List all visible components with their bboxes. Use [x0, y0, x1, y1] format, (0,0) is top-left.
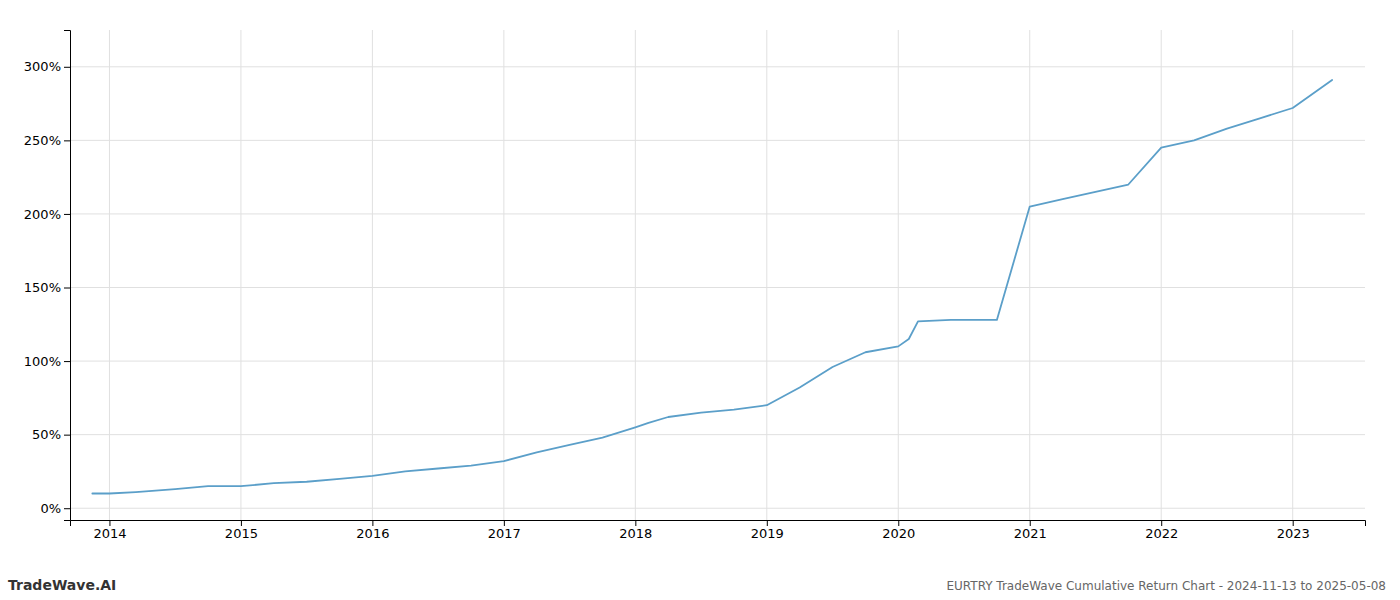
grid-line — [70, 140, 1365, 141]
x-tick-mark — [1293, 520, 1294, 526]
grid-line — [503, 30, 504, 520]
x-tick-mark — [504, 520, 505, 526]
grid-line — [70, 508, 1365, 509]
x-tick-mark — [1161, 520, 1162, 526]
x-tick: 2017 — [488, 520, 521, 541]
y-tick-label: 300% — [24, 59, 61, 74]
x-tick: 2022 — [1145, 520, 1178, 541]
x-tick-mark — [109, 520, 110, 526]
x-tick-label: 2020 — [882, 526, 915, 541]
plot-area: 2014 2015 2016 2017 2018 2019 2020 2021 2022 2023… — [24, 30, 1366, 541]
y-tick: 50% — [32, 427, 70, 442]
x-tick: 2023 — [1277, 520, 1310, 541]
title: EURTRY TradeWave Cumulative Return Chart… — [946, 579, 1386, 593]
grid-line — [372, 30, 373, 520]
x-tick: 2014 — [93, 520, 126, 541]
x-tick-label: 2016 — [356, 526, 389, 541]
y-tick-mark — [64, 288, 70, 289]
x-tick-mark — [898, 520, 899, 526]
x-tick-label: 2022 — [1145, 526, 1178, 541]
x-tick-label: 2014 — [93, 526, 126, 541]
x-tick: 2018 — [619, 520, 652, 541]
y-tick: 250% — [24, 133, 70, 148]
x-tick-label: 2017 — [488, 526, 521, 541]
y-tick-label: 150% — [24, 280, 61, 295]
grid-line — [1161, 30, 1162, 520]
y-tick-mark — [64, 140, 70, 141]
marks — [92, 80, 1332, 493]
x-tick-label: 2023 — [1277, 526, 1310, 541]
grid-line — [70, 361, 1365, 362]
y-tick-mark — [64, 508, 70, 509]
y-tick-label: 250% — [24, 133, 61, 148]
y-tick: 300% — [24, 59, 70, 74]
y-axis: 0% 50% 100% 150% 200% 250% 300% — [24, 31, 71, 521]
x-axis: 2014 2015 2016 2017 2018 2019 2020 2021 2022 2023 — [71, 520, 1366, 541]
x-tick-mark — [241, 520, 242, 526]
grid-line — [70, 287, 1365, 288]
y-tick: 150% — [24, 280, 70, 295]
y-axis-line — [64, 31, 71, 521]
grid-line — [70, 213, 1365, 214]
x-tick-label: 2015 — [225, 526, 258, 541]
line — [92, 80, 1332, 493]
grid-line — [1292, 30, 1293, 520]
grid-line — [766, 30, 767, 520]
x-tick: 2016 — [356, 520, 389, 541]
y-tick-mark — [64, 214, 70, 215]
grid — [70, 30, 1365, 520]
grid-line — [898, 30, 899, 520]
grid-line — [240, 30, 241, 520]
y-tick: 200% — [24, 207, 70, 222]
x-tick-label: 2021 — [1014, 526, 1047, 541]
x-tick-mark — [372, 520, 373, 526]
grid-line — [70, 66, 1365, 67]
x-tick-mark — [767, 520, 768, 526]
x-tick-label: 2018 — [619, 526, 652, 541]
y-tick-label: 100% — [24, 354, 61, 369]
x-tick-mark — [1030, 520, 1031, 526]
y-tick-label: 200% — [24, 207, 61, 222]
y-tick: 100% — [24, 354, 70, 369]
x-tick-mark — [635, 520, 636, 526]
grid-line — [70, 434, 1365, 435]
x-tick: 2015 — [225, 520, 258, 541]
watermark: TradeWave.AI — [8, 577, 116, 593]
x-axis-line — [71, 521, 1366, 527]
y-tick-mark — [64, 361, 70, 362]
y-tick-mark — [64, 67, 70, 68]
grid-line — [1029, 30, 1030, 520]
grid-line — [635, 30, 636, 520]
grid-line — [109, 30, 110, 520]
x-tick-label: 2019 — [751, 526, 784, 541]
chart: 2014 2015 2016 2017 2018 2019 2020 2021 2022 2023… — [0, 0, 1400, 600]
x-tick: 2021 — [1014, 520, 1047, 541]
y-tick-label: 0% — [40, 501, 61, 516]
y-tick-label: 50% — [32, 427, 61, 442]
x-tick: 2020 — [882, 520, 915, 541]
y-tick-mark — [64, 435, 70, 436]
y-tick: 0% — [40, 501, 70, 516]
x-tick: 2019 — [751, 520, 784, 541]
